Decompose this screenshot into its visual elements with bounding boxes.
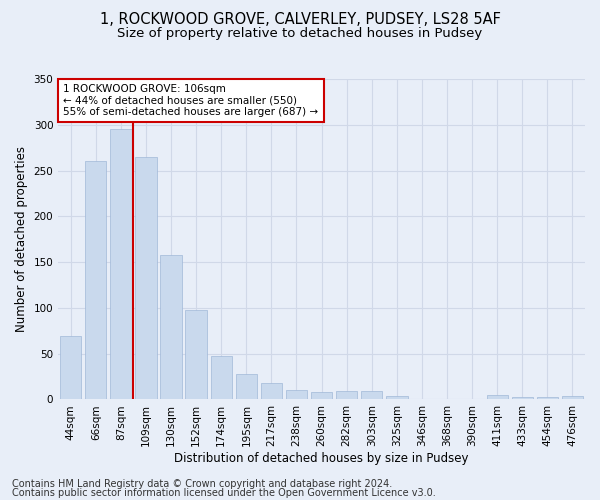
Bar	[85, 162, 106, 400]
Bar	[110, 130, 131, 400]
Bar	[60, 336, 82, 400]
Bar	[336, 391, 358, 400]
Bar	[562, 396, 583, 400]
Bar	[261, 383, 282, 400]
Text: Contains public sector information licensed under the Open Government Licence v3: Contains public sector information licen…	[12, 488, 436, 498]
X-axis label: Distribution of detached houses by size in Pudsey: Distribution of detached houses by size …	[175, 452, 469, 465]
Text: Size of property relative to detached houses in Pudsey: Size of property relative to detached ho…	[118, 28, 482, 40]
Bar	[185, 310, 207, 400]
Bar	[311, 392, 332, 400]
Bar	[512, 396, 533, 400]
Bar	[386, 396, 407, 400]
Bar	[537, 396, 558, 400]
Bar	[160, 255, 182, 400]
Bar	[211, 356, 232, 400]
Y-axis label: Number of detached properties: Number of detached properties	[15, 146, 28, 332]
Bar	[487, 395, 508, 400]
Bar	[361, 391, 382, 400]
Bar	[136, 157, 157, 400]
Text: 1, ROCKWOOD GROVE, CALVERLEY, PUDSEY, LS28 5AF: 1, ROCKWOOD GROVE, CALVERLEY, PUDSEY, LS…	[100, 12, 500, 28]
Text: Contains HM Land Registry data © Crown copyright and database right 2024.: Contains HM Land Registry data © Crown c…	[12, 479, 392, 489]
Bar	[286, 390, 307, 400]
Bar	[236, 374, 257, 400]
Bar	[411, 398, 433, 400]
Text: 1 ROCKWOOD GROVE: 106sqm
← 44% of detached houses are smaller (550)
55% of semi-: 1 ROCKWOOD GROVE: 106sqm ← 44% of detach…	[64, 84, 319, 117]
